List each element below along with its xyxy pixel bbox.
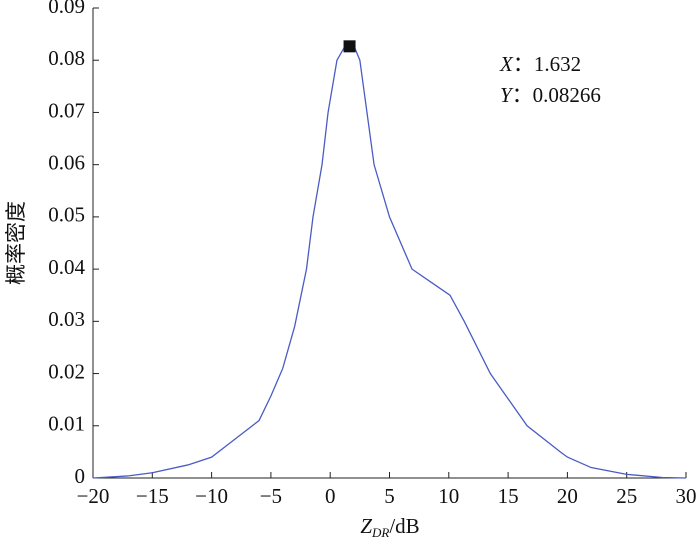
annotation-y-name: Y	[500, 83, 514, 107]
y-tick-label: 0.04	[48, 255, 85, 279]
x-tick-label: 20	[557, 484, 578, 508]
x-tick-label: −10	[195, 484, 228, 508]
x-tick-label: −15	[136, 484, 169, 508]
y-tick-label: 0.08	[48, 46, 85, 70]
x-tick-label: 5	[384, 484, 395, 508]
x-tick-label: 15	[498, 484, 519, 508]
x-tick-label: −20	[77, 484, 110, 508]
annotation-x-text: ：1.632	[513, 52, 581, 76]
x-tick-label: 10	[438, 484, 459, 508]
annotation-x-name: X	[499, 52, 514, 76]
x-tick-label: 25	[616, 484, 637, 508]
y-tick-label: 0.05	[48, 203, 85, 227]
y-tick-label: 0.02	[48, 359, 85, 383]
y-tick-label: 0.03	[48, 307, 85, 331]
y-tick-label: 0	[75, 464, 86, 488]
x-tick-label: −5	[260, 484, 282, 508]
density-line	[92, 45, 687, 479]
y-tick-label: 0.09	[48, 0, 85, 18]
x-axis-label: ZDR/dB	[360, 514, 419, 540]
annotation-y: Y：0.08266	[500, 83, 601, 107]
annotation-y-text: ：0.08266	[512, 83, 601, 107]
y-tick-label: 0.01	[48, 412, 85, 436]
x-label-main: Z	[360, 514, 372, 538]
annotation-x: X：1.632	[499, 52, 581, 76]
x-tick-label: 0	[325, 484, 336, 508]
x-label-sub: DR	[371, 525, 389, 540]
y-tick-label: 0.06	[48, 150, 85, 174]
peak-marker	[343, 40, 356, 53]
x-tick-label: 30	[676, 484, 697, 508]
y-tick-label: 0.07	[48, 98, 85, 122]
y-axis-label: 概率密度	[4, 201, 28, 285]
x-label-unit: /dB	[389, 514, 419, 538]
